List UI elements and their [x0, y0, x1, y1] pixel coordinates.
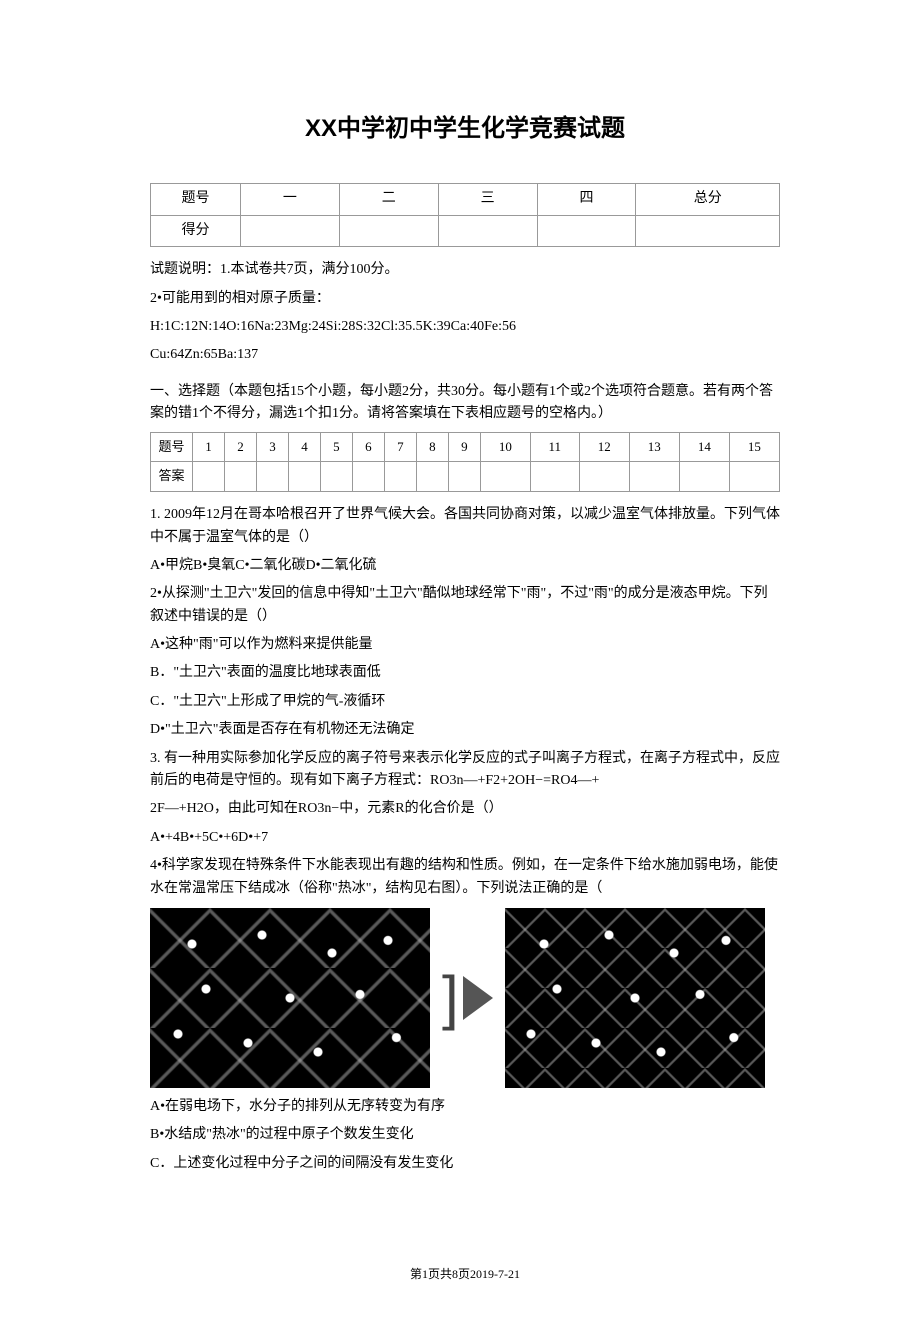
score-cell-3 [438, 215, 537, 246]
score-header-4: 四 [537, 184, 636, 215]
atomic-mass-line-1: H:1C:12N:14O:16Na:23Mg:24Si:28S:32Cl:35.… [150, 316, 780, 338]
answer-col-15: 15 [729, 432, 779, 462]
answer-col-13: 13 [629, 432, 679, 462]
page-title: XX中学初中学生化学竞赛试题 [150, 110, 780, 148]
answer-cell-9 [448, 462, 480, 492]
answer-col-6: 6 [352, 432, 384, 462]
instruction-line-2: 2•可能用到的相对原子质量： [150, 288, 780, 310]
section-1-intro: 一、选择题（本题包括15个小题，每小题2分，共30分。每小题有1个或2个选项符合… [150, 381, 780, 426]
atomic-mass-line-2: Cu:64Zn:65Ba:137 [150, 344, 780, 366]
answer-col-2: 2 [224, 432, 256, 462]
answer-cell-11 [530, 462, 579, 492]
instruction-line-1: 试题说明：1.本试卷共7页，满分100分。 [150, 259, 780, 281]
score-summary-table: 题号 一 二 三 四 总分 得分 [150, 183, 780, 247]
question-4-option-c: C．上述变化过程中分子之间的间隔没有发生变化 [150, 1153, 780, 1175]
transition-arrow-group: ] [442, 968, 493, 1028]
bracket-icon: ] [442, 968, 459, 1028]
answer-col-4: 4 [288, 432, 320, 462]
answer-cell-15 [729, 462, 779, 492]
answer-cell-14 [679, 462, 729, 492]
arrow-right-icon [463, 976, 493, 1020]
question-1-options: A•甲烷B•臭氧C•二氧化碳D•二氧化硫 [150, 555, 780, 577]
score-header-total: 总分 [636, 184, 780, 215]
answer-col-11: 11 [530, 432, 579, 462]
answer-col-14: 14 [679, 432, 729, 462]
answer-row-header-number: 题号 [151, 432, 193, 462]
question-2-option-a: A•这种"雨"可以作为燃料来提供能量 [150, 634, 780, 656]
score-header-1: 一 [241, 184, 340, 215]
question-4-figure-row: ] [150, 908, 780, 1088]
score-cell-1 [241, 215, 340, 246]
water-structure-image-left [150, 908, 430, 1088]
question-3-stem-2: 2F—+H2O，由此可知在RO3n−中，元素R的化合价是（） [150, 798, 780, 820]
page-footer: 第1页共8页2019-7-21 [150, 1265, 780, 1284]
answer-col-5: 5 [320, 432, 352, 462]
question-4-option-b: B•水结成"热冰"的过程中原子个数发生变化 [150, 1124, 780, 1146]
answer-cell-4 [288, 462, 320, 492]
score-row-label: 得分 [151, 215, 241, 246]
score-header-3: 三 [438, 184, 537, 215]
question-3-options: A•+4B•+5C•+6D•+7 [150, 827, 780, 849]
answer-col-1: 1 [193, 432, 225, 462]
answer-col-8: 8 [416, 432, 448, 462]
score-cell-total [636, 215, 780, 246]
answer-cell-6 [352, 462, 384, 492]
answer-cell-10 [480, 462, 530, 492]
question-2-option-c: C．"土卫六"上形成了甲烷的气-液循环 [150, 691, 780, 713]
question-2-stem: 2•从探测"土卫六"发回的信息中得知"土卫六"酷似地球经常下"雨"，不过"雨"的… [150, 583, 780, 628]
question-1-stem: 1. 2009年12月在哥本哈根召开了世界气候大会。各国共同协商对策，以减少温室… [150, 504, 780, 549]
question-2-option-b: B．"土卫六"表面的温度比地球表面低 [150, 662, 780, 684]
answer-cell-5 [320, 462, 352, 492]
molecular-pattern-disordered [150, 908, 430, 1088]
answer-col-3: 3 [256, 432, 288, 462]
answer-cell-3 [256, 462, 288, 492]
answer-row-header-answer: 答案 [151, 462, 193, 492]
answer-col-12: 12 [579, 432, 629, 462]
answer-col-10: 10 [480, 432, 530, 462]
score-cell-2 [339, 215, 438, 246]
answer-grid-table: 题号 1 2 3 4 5 6 7 8 9 10 11 12 13 14 15 答… [150, 432, 780, 493]
answer-cell-2 [224, 462, 256, 492]
question-3-stem-1: 3. 有一种用实际参加化学反应的离子符号来表示化学反应的式子叫离子方程式，在离子… [150, 748, 780, 793]
answer-cell-1 [193, 462, 225, 492]
answer-cell-8 [416, 462, 448, 492]
score-header-label: 题号 [151, 184, 241, 215]
answer-cell-12 [579, 462, 629, 492]
water-structure-image-right [505, 908, 765, 1088]
answer-col-7: 7 [384, 432, 416, 462]
score-header-2: 二 [339, 184, 438, 215]
answer-cell-7 [384, 462, 416, 492]
score-cell-4 [537, 215, 636, 246]
answer-col-9: 9 [448, 432, 480, 462]
question-4-stem: 4•科学家发现在特殊条件下水能表现出有趣的结构和性质。例如，在一定条件下给水施加… [150, 855, 780, 900]
molecular-pattern-ordered [505, 908, 765, 1088]
answer-cell-13 [629, 462, 679, 492]
question-2-option-d: D•"土卫六"表面是否存在有机物还无法确定 [150, 719, 780, 741]
question-4-option-a: A•在弱电场下，水分子的排列从无序转变为有序 [150, 1096, 780, 1118]
